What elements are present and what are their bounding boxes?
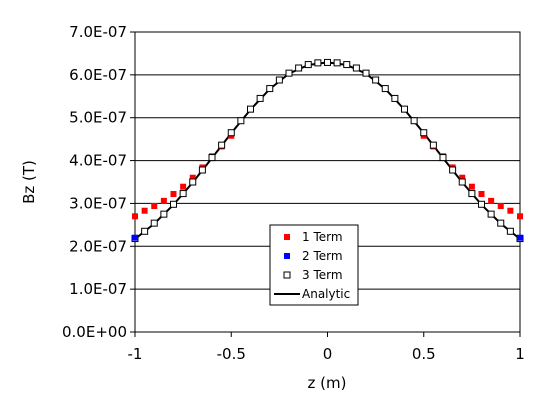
x-tick-label: -0.5 xyxy=(217,345,246,363)
3-term-point xyxy=(160,210,168,218)
3-term-point xyxy=(439,154,447,162)
3-term-point xyxy=(468,190,476,198)
3-term-point xyxy=(362,69,370,77)
3-term-point xyxy=(179,190,187,198)
1-term-point xyxy=(170,191,177,197)
3-term-point xyxy=(372,76,380,84)
x-axis-ticks: -1 -0.5 0 0.5 1 xyxy=(128,332,525,363)
2-term-point xyxy=(132,234,138,241)
3-term-point xyxy=(506,227,514,235)
legend-label: Analytic xyxy=(302,287,350,301)
1-term-point xyxy=(151,203,158,209)
3-term-point xyxy=(150,219,158,227)
1-term-point xyxy=(189,174,196,181)
3-term-point xyxy=(420,129,428,137)
3-term-point xyxy=(410,117,418,125)
3-term-point xyxy=(401,105,408,113)
y-tick-label: 3.0E-07 xyxy=(69,194,127,212)
legend-marker xyxy=(283,271,291,279)
y-axis-ticks: 0.0E+00 1.0E-07 2.0E-07 3.0E-07 4.0E-07 5.0E-… xyxy=(62,23,135,341)
x-tick-label: 0 xyxy=(323,345,333,363)
3-term-point xyxy=(343,61,351,69)
y-tick-label: 2.0E-07 xyxy=(69,237,127,255)
3-term-point xyxy=(237,117,245,125)
y-tick-label: 5.0E-07 xyxy=(69,109,127,127)
y-tick-label: 6.0E-07 xyxy=(69,66,127,84)
1-term-point xyxy=(478,191,485,197)
3-term-point xyxy=(208,154,216,162)
3-term-point xyxy=(170,200,177,208)
legend-label: 3 Term xyxy=(302,268,343,282)
3-term-point xyxy=(381,85,389,93)
legend-marker xyxy=(284,253,290,259)
3-term-point xyxy=(497,219,505,227)
1-term-point xyxy=(459,174,466,181)
1-term-point xyxy=(160,197,167,204)
1-term-point xyxy=(488,197,495,204)
1-term-point xyxy=(180,183,187,190)
grid-lines xyxy=(135,74,520,290)
series-layer xyxy=(131,58,524,243)
x-tick-label: 1 xyxy=(515,345,525,363)
3-term-point xyxy=(429,141,437,149)
y-tick-label: 4.0E-07 xyxy=(69,152,127,170)
3-term-point xyxy=(227,129,235,137)
3-term-point xyxy=(141,227,149,235)
2-term-point xyxy=(517,234,523,241)
legend: 1 Term 2 Term 3 Term Analytic xyxy=(269,224,359,306)
3-term-point xyxy=(189,178,197,186)
3-term-point xyxy=(478,200,485,208)
3-term-point xyxy=(247,105,254,113)
y-axis-title: Bz (T) xyxy=(20,160,38,204)
x-tick-label: -1 xyxy=(128,345,143,363)
3-term-point xyxy=(449,166,457,174)
3-term-point xyxy=(295,64,303,72)
3-term-point xyxy=(218,141,226,149)
3-term-point xyxy=(256,94,264,102)
legend-label: 1 Term xyxy=(302,230,343,244)
legend-label: 2 Term xyxy=(302,249,343,263)
3-term-point xyxy=(458,178,466,186)
1-term-point xyxy=(497,203,504,209)
3-term-point xyxy=(333,59,341,67)
3-term-point xyxy=(198,166,206,174)
1-term-point xyxy=(507,207,514,214)
x-tick-label: 0.5 xyxy=(412,345,436,363)
3-term-point xyxy=(285,69,293,77)
3-term-point xyxy=(266,85,274,93)
3-term-point xyxy=(275,76,283,84)
x-axis-title: z (m) xyxy=(308,374,347,392)
1-term-point xyxy=(517,213,523,220)
3-term-point xyxy=(314,59,322,67)
y-tick-label: 0.0E+00 xyxy=(62,323,127,341)
3-term-point xyxy=(304,61,312,69)
3-term-point xyxy=(487,210,495,218)
1-term-point xyxy=(141,207,148,214)
analytic-line xyxy=(134,61,521,240)
3-term-point xyxy=(324,58,331,66)
3-term-point xyxy=(352,64,360,72)
y-tick-label: 1.0E-07 xyxy=(69,280,127,298)
1-term-point xyxy=(132,213,138,220)
y-tick-label: 7.0E-07 xyxy=(69,23,127,41)
3-term-point xyxy=(391,94,399,102)
legend-marker xyxy=(284,234,290,240)
1-term-point xyxy=(468,183,475,190)
